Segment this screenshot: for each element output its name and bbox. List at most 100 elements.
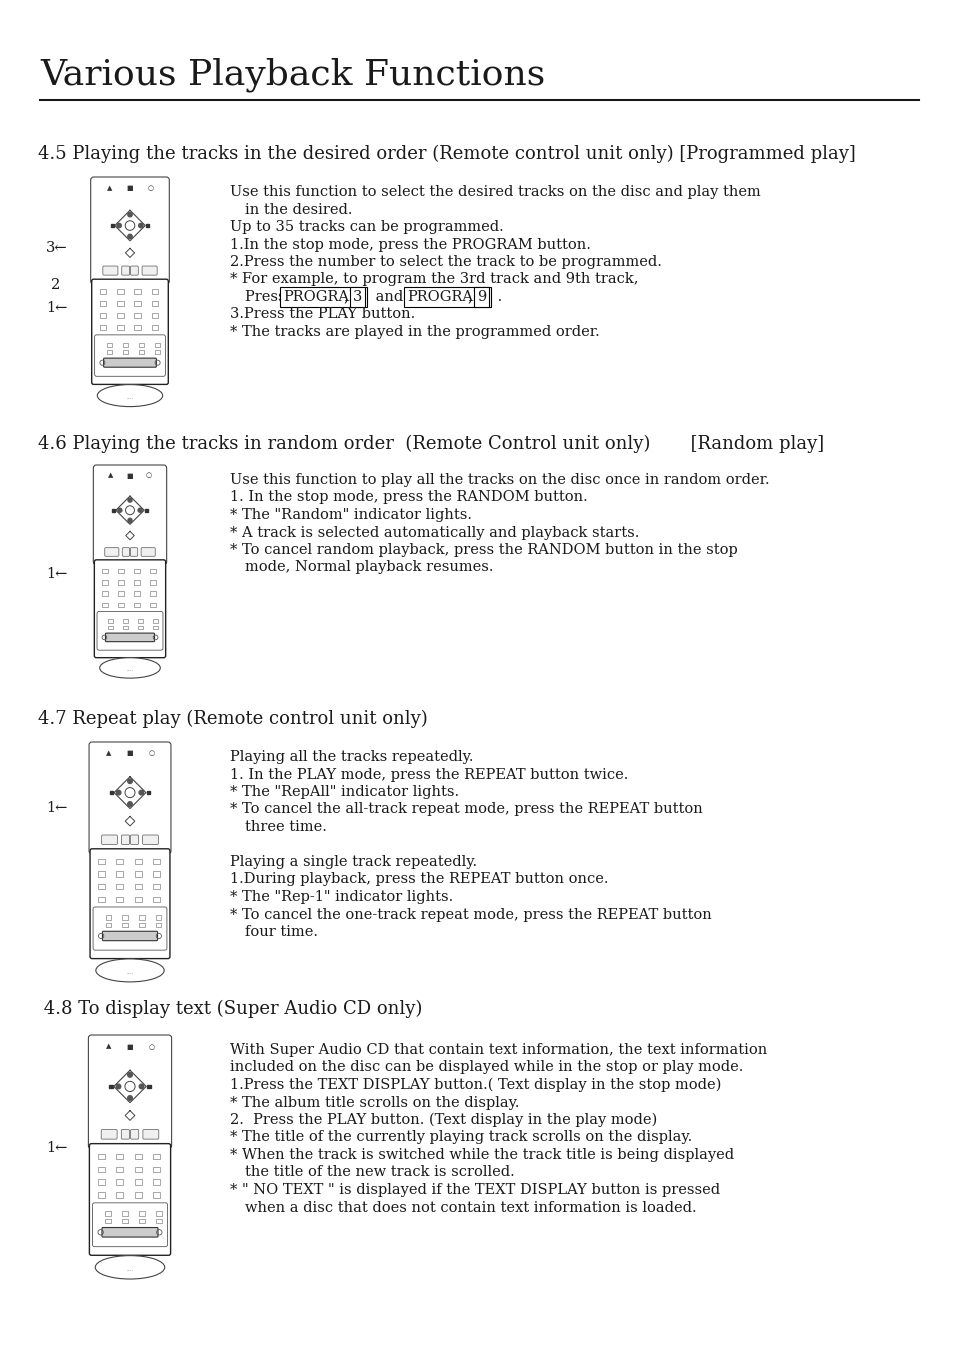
Text: * The "Rep-1" indicator lights.: * The "Rep-1" indicator lights. <box>230 890 453 905</box>
Text: PROGRAM: PROGRAM <box>283 290 363 305</box>
Text: 2.Press the number to select the track to be programmed.: 2.Press the number to select the track t… <box>230 255 661 270</box>
Bar <box>152 896 159 902</box>
Bar <box>134 603 140 607</box>
Bar <box>134 301 141 306</box>
Text: * " NO TEXT " is displayed if the TEXT DISPLAY button is pressed: * " NO TEXT " is displayed if the TEXT D… <box>230 1184 720 1197</box>
FancyBboxPatch shape <box>121 834 130 844</box>
Bar <box>152 871 159 876</box>
Bar <box>112 508 114 512</box>
Bar <box>122 1219 128 1223</box>
Bar <box>134 859 141 864</box>
Bar <box>150 592 156 596</box>
Bar <box>153 1193 160 1197</box>
Bar <box>116 896 123 902</box>
Text: 1.In the stop mode, press the PROGRAM button.: 1.In the stop mode, press the PROGRAM bu… <box>230 237 590 252</box>
Text: 1.During playback, press the REPEAT button once.: 1.During playback, press the REPEAT butt… <box>230 872 608 887</box>
Bar <box>116 871 123 876</box>
Circle shape <box>118 508 122 512</box>
Bar <box>116 1166 123 1171</box>
Circle shape <box>128 802 132 806</box>
FancyBboxPatch shape <box>90 1143 171 1255</box>
Bar <box>118 592 124 596</box>
Bar <box>117 313 124 318</box>
Bar <box>134 313 141 318</box>
Text: ○: ○ <box>148 751 154 756</box>
Circle shape <box>128 1096 132 1100</box>
Bar <box>99 325 106 330</box>
FancyBboxPatch shape <box>102 931 157 941</box>
Bar <box>118 569 124 573</box>
Bar <box>111 224 113 226</box>
FancyBboxPatch shape <box>105 547 119 557</box>
Text: 3←: 3← <box>47 241 68 255</box>
Text: included on the disc can be displayed while in the stop or play mode.: included on the disc can be displayed wh… <box>230 1061 742 1074</box>
Text: 9: 9 <box>476 290 486 305</box>
Bar <box>150 603 156 607</box>
Bar <box>152 288 158 294</box>
Bar <box>139 1212 145 1216</box>
Text: when a disc that does not contain text information is loaded.: when a disc that does not contain text i… <box>245 1201 696 1215</box>
Text: 2.  Press the PLAY button. (Text display in the play mode): 2. Press the PLAY button. (Text display … <box>230 1113 657 1127</box>
Text: * To cancel the all-track repeat mode, press the REPEAT button: * To cancel the all-track repeat mode, p… <box>230 802 702 817</box>
Bar <box>102 603 108 607</box>
Bar <box>138 619 143 623</box>
Circle shape <box>128 499 132 503</box>
FancyBboxPatch shape <box>91 177 169 284</box>
Bar <box>134 1180 142 1185</box>
Bar <box>97 1180 105 1185</box>
Ellipse shape <box>95 958 164 981</box>
Bar <box>134 288 141 294</box>
Bar <box>97 1166 105 1171</box>
Bar <box>156 1219 162 1223</box>
Bar <box>152 619 157 623</box>
FancyBboxPatch shape <box>131 834 138 844</box>
Text: the title of the new track is scrolled.: the title of the new track is scrolled. <box>245 1166 515 1180</box>
Bar <box>116 1180 123 1185</box>
Text: ,: , <box>343 290 348 305</box>
Bar <box>138 350 144 355</box>
Text: 1. In the stop mode, press the RANDOM button.: 1. In the stop mode, press the RANDOM bu… <box>230 491 587 504</box>
Text: Playing a single track repeatedly.: Playing a single track repeatedly. <box>230 855 476 869</box>
Bar <box>153 1180 160 1185</box>
Bar <box>116 1193 123 1197</box>
Text: * The tracks are played in the programmed order.: * The tracks are played in the programme… <box>230 325 599 338</box>
Bar <box>139 1219 145 1223</box>
Ellipse shape <box>100 658 160 678</box>
Text: ....: .... <box>127 667 133 673</box>
Circle shape <box>139 1084 144 1089</box>
Text: 1. In the PLAY mode, press the REPEAT button twice.: 1. In the PLAY mode, press the REPEAT bu… <box>230 767 628 782</box>
Bar <box>117 288 124 294</box>
Text: 1.Press the TEXT DISPLAY button.( Text display in the stop mode): 1.Press the TEXT DISPLAY button.( Text d… <box>230 1078 720 1092</box>
Text: 1←: 1← <box>47 1140 68 1155</box>
Bar <box>150 580 156 585</box>
Text: ■: ■ <box>127 185 133 191</box>
Bar <box>152 884 159 890</box>
Circle shape <box>117 224 121 228</box>
Bar <box>134 325 141 330</box>
FancyBboxPatch shape <box>92 1202 168 1247</box>
Bar <box>152 325 158 330</box>
Bar <box>116 1154 123 1159</box>
Bar <box>152 859 159 864</box>
Bar <box>152 625 157 630</box>
Bar <box>134 896 141 902</box>
FancyBboxPatch shape <box>106 634 154 642</box>
Bar <box>118 580 124 585</box>
Bar <box>139 915 145 919</box>
Text: Various Playback Functions: Various Playback Functions <box>40 58 545 93</box>
FancyBboxPatch shape <box>104 359 156 367</box>
Bar <box>134 1166 142 1171</box>
Bar <box>110 791 112 794</box>
Text: ■: ■ <box>127 1043 133 1050</box>
Text: 1←: 1← <box>47 568 68 581</box>
Bar <box>98 896 105 902</box>
FancyBboxPatch shape <box>102 834 117 844</box>
Bar <box>105 1212 111 1216</box>
FancyBboxPatch shape <box>94 559 166 658</box>
Bar <box>138 625 143 630</box>
Text: * The "Random" indicator lights.: * The "Random" indicator lights. <box>230 508 472 522</box>
Bar <box>122 915 128 919</box>
FancyBboxPatch shape <box>101 1130 117 1139</box>
Text: .: . <box>493 290 501 305</box>
Text: Playing all the tracks repeatedly.: Playing all the tracks repeatedly. <box>230 749 473 764</box>
